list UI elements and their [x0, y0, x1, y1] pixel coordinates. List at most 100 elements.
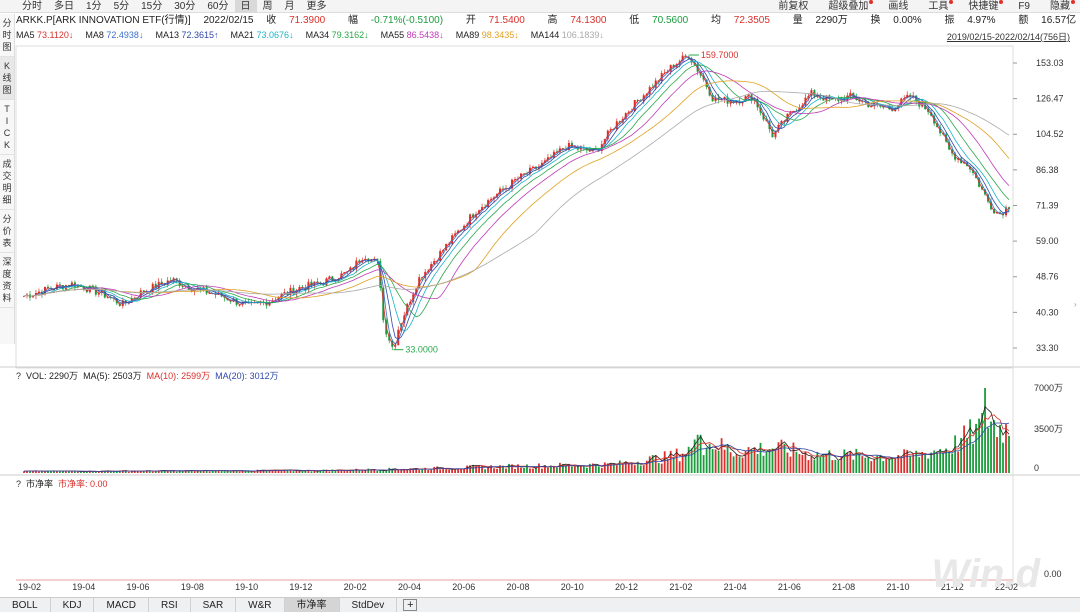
volume-bar	[870, 461, 873, 473]
pb_header-item: ?	[16, 479, 22, 489]
volume-bar	[526, 464, 528, 473]
volume-bar	[1002, 442, 1004, 473]
period-8[interactable]: 周	[262, 0, 273, 12]
volume-bar	[232, 470, 235, 473]
toolbar-button-6[interactable]: 隐藏	[1040, 0, 1080, 13]
volume-bar	[289, 469, 292, 473]
volume-bar	[807, 460, 810, 473]
period-0[interactable]: 分时	[22, 0, 42, 12]
volume-bar	[118, 470, 121, 473]
period-9[interactable]: 月	[284, 0, 295, 12]
volume-bar	[957, 451, 960, 473]
indicator-tab-1[interactable]: KDJ	[51, 598, 95, 612]
toolbar-button-3[interactable]: 工具	[918, 0, 958, 13]
period-7[interactable]: 日	[234, 0, 257, 13]
period-10[interactable]: 更多	[306, 0, 327, 12]
volume-bar	[313, 470, 316, 473]
volume-bar	[621, 464, 624, 473]
volume-bar	[418, 470, 421, 473]
volume-bar	[627, 463, 630, 473]
amount-info: 额 16.57亿	[1018, 15, 1077, 26]
indicator-tab-0[interactable]: BOLL	[0, 598, 51, 612]
volume-bar	[391, 469, 394, 473]
high-annotation: 159.7000	[701, 50, 739, 60]
ma-line-4	[23, 64, 1010, 318]
add-indicator-icon[interactable]: +	[403, 599, 418, 611]
collapse-arrow-icon[interactable]: ›	[1074, 300, 1077, 309]
indicator-tab-2[interactable]: MACD	[94, 598, 149, 612]
volume-bar	[747, 447, 750, 473]
volume-bar	[726, 445, 729, 473]
period-4[interactable]: 15分	[141, 0, 163, 12]
volume-bar	[400, 469, 403, 473]
volume-bar	[915, 450, 918, 473]
volume-bar	[879, 454, 882, 473]
volume-bar	[951, 453, 954, 473]
indicator-tab-4[interactable]: SAR	[191, 598, 237, 612]
indicator-tab-3[interactable]: RSI	[149, 598, 191, 612]
x-tick-label: 19-12	[289, 582, 312, 592]
volume-ma-line-1	[23, 414, 1010, 472]
volume-bar	[62, 471, 64, 473]
volume-bar	[502, 465, 504, 473]
volume-bar	[82, 471, 85, 473]
volume-bar	[768, 449, 771, 473]
period-3[interactable]: 5分	[113, 0, 130, 12]
volume-bar	[523, 467, 525, 473]
volume-bar	[97, 471, 100, 473]
volume-bar	[777, 442, 780, 473]
moving-average-legend: MA5 73.1120↓ MA8 72.4938↓ MA13 72.3615↑ MA2…	[16, 30, 616, 41]
sidebar-tab-3[interactable]: 成交明细	[0, 155, 14, 210]
toolbar-button-2[interactable]: 画线	[888, 1, 909, 12]
volume-bar	[903, 449, 906, 473]
sidebar-tab-4[interactable]: 分价表	[0, 210, 14, 253]
volume-bar	[193, 471, 196, 473]
period-1[interactable]: 多日	[54, 0, 74, 12]
volume-bar	[247, 471, 250, 473]
x-tick-label: 21-12	[941, 582, 964, 592]
volume-bar	[71, 471, 73, 473]
indicator-tab-7[interactable]: StdDev	[340, 598, 398, 612]
x-tick-label: 21-02	[669, 582, 692, 592]
toolbar-button-0[interactable]: 前复权	[778, 1, 809, 12]
sidebar-tab-0[interactable]: 分时图	[0, 14, 14, 57]
toolbar-button-4[interactable]: 快捷键	[958, 0, 1008, 13]
toolbar-button-5[interactable]: F9	[1018, 1, 1030, 12]
period-2[interactable]: 1分	[86, 0, 102, 12]
volume-bar	[280, 470, 283, 473]
ma-legend-item: MA89 98.3435↓	[455, 30, 519, 40]
ma-line-6	[23, 80, 1010, 299]
date-range-selector[interactable]: 2019/02/15-2022/02/14(756日)	[946, 32, 1070, 42]
security-name[interactable]: ARKK.P[ARK INNOVATION ETF(行情)]	[16, 15, 191, 26]
sidebar-tab-5[interactable]: 深度资料	[0, 253, 14, 308]
volume-bar	[346, 470, 349, 473]
volume-bar	[579, 465, 582, 473]
volume-bar	[981, 412, 983, 473]
volume-bar	[786, 452, 789, 473]
volume-bar	[448, 469, 451, 473]
volume-bar	[705, 447, 708, 473]
volume-bar	[373, 469, 376, 473]
volume-bar	[906, 450, 909, 473]
volume-bar	[843, 449, 846, 473]
volume-bar	[828, 450, 831, 473]
volume-bar	[669, 450, 672, 473]
volume-bar	[711, 449, 714, 473]
volume-bar	[996, 437, 998, 473]
volume-bar	[163, 470, 166, 473]
volume-bar	[562, 464, 564, 473]
volume-bar	[514, 468, 516, 473]
indicator-tab-6[interactable]: 市净率	[284, 598, 340, 612]
period-6[interactable]: 60分	[207, 0, 229, 12]
toolbar-button-1[interactable]: 超级叠加	[818, 0, 878, 13]
volume-bar	[35, 470, 37, 473]
period-5[interactable]: 30分	[174, 0, 196, 12]
volume-bar	[816, 451, 819, 473]
volume-bar	[999, 424, 1001, 473]
indicator-tab-5[interactable]: W&R	[236, 598, 285, 612]
volume-bar	[367, 468, 370, 473]
volume-bar	[205, 470, 208, 473]
